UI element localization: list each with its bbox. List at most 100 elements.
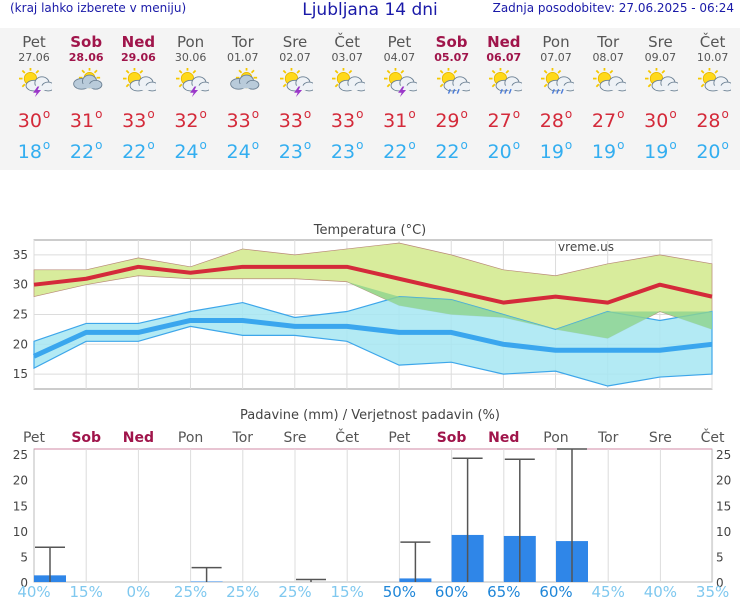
sun-cloud-thunder-icon: [280, 68, 313, 98]
max-temp: 29o: [435, 107, 468, 132]
precipitation-y-tick-right: 5: [716, 550, 724, 564]
day-column: Pon 30.06 32o 24o: [165, 28, 217, 164]
precipitation-day-label: Ned: [488, 430, 519, 446]
day-date: 08.07: [592, 51, 624, 64]
max-temp: 31o: [69, 107, 103, 132]
partly-sunny-icon: [645, 68, 679, 92]
day-date: 04.07: [383, 51, 416, 64]
precipitation-y-tick-right: 10: [716, 525, 731, 539]
last-update: Zadnja posodobitev: 27.06.2025 - 06:24: [492, 1, 734, 15]
day-name: Pon: [176, 33, 205, 51]
cloudy-sun-icon: [230, 68, 260, 90]
precipitation-y-tick-left: 5: [20, 550, 28, 564]
precipitation-y-tick-right: 25: [716, 448, 731, 462]
temperature-y-tick: 35: [13, 248, 28, 262]
day-date: 09.07: [644, 51, 677, 64]
min-temp: 24o: [174, 138, 207, 163]
precipitation-probability: 25%: [278, 583, 311, 600]
temperature-y-tick: 20: [13, 337, 28, 351]
partly-sunny-icon: [123, 68, 157, 92]
day-column: Pet 04.07 31o 22o: [373, 28, 425, 164]
day-date: 03.07: [331, 51, 363, 64]
precipitation-probability: 15%: [70, 583, 103, 600]
forecast-strip: Pet 27.06 30o 18o Sob 28.06 31o 22o Ned 29.06 3…: [0, 28, 740, 170]
precipitation-probability: 25%: [226, 583, 259, 600]
day-column: Ned 29.06 33o 22o: [112, 28, 164, 164]
precipitation-day-label: Sob: [437, 430, 467, 446]
day-name: Tor: [231, 33, 254, 51]
day-date: 28.06: [68, 51, 104, 64]
precipitation-plot-area: [33, 448, 713, 583]
day-date: 07.07: [540, 51, 572, 64]
precipitation-day-label: Pon: [178, 430, 203, 446]
watermark-label: vreme.us: [558, 240, 614, 254]
min-temp: 22o: [435, 138, 468, 163]
sun-cloud-thunder-icon: [175, 68, 209, 98]
day-column: Čet 03.07 33o 23o: [321, 28, 373, 164]
sun-rain-icon: [488, 68, 522, 94]
precipitation-day-label: Čet: [335, 428, 359, 446]
min-temp: 23o: [278, 138, 312, 163]
precipitation-y-tick-left: 25: [13, 448, 28, 462]
day-date: 30.06: [174, 51, 207, 64]
precipitation-day-label: Tor: [597, 430, 619, 446]
day-date: 29.06: [120, 51, 156, 64]
temperature-y-tick: 25: [13, 308, 28, 322]
day-column: Sre 09.07 30o 19o: [634, 28, 686, 164]
day-column: Tor 01.07 33o 24o: [217, 28, 269, 164]
partly-sunny-icon: [697, 68, 731, 92]
day-date: 10.07: [696, 51, 729, 64]
day-name: Sob: [70, 33, 103, 51]
precipitation-probability: 65%: [487, 583, 520, 600]
day-name: Pet: [387, 33, 412, 51]
max-temp: 28o: [696, 107, 729, 132]
day-name: Ned: [487, 33, 521, 51]
day-name: Sob: [435, 33, 468, 51]
day-name: Tor: [597, 33, 620, 51]
menu-hint: (kraj lahko izberete v meniju): [10, 1, 187, 15]
min-temp: 19o: [644, 138, 677, 163]
partly-sunny-icon: [593, 68, 627, 92]
day-column: Ned 06.07 27o 20o: [478, 28, 530, 164]
precipitation-y-tick-right: 15: [716, 499, 731, 513]
precipitation-day-label: Sre: [284, 430, 307, 446]
temp-range-overlap: [346, 281, 712, 339]
day-name: Ned: [121, 33, 156, 51]
precipitation-probability: 25%: [174, 583, 207, 600]
max-temp: 33o: [330, 107, 364, 132]
precipitation-day-label: Sre: [649, 430, 672, 446]
page-title: Ljubljana 14 dni: [302, 0, 438, 20]
min-temp: 20o: [696, 138, 729, 163]
max-temp: 33o: [226, 107, 260, 132]
min-temp: 20o: [487, 138, 521, 163]
precipitation-probability: 35%: [696, 583, 729, 600]
precipitation-day-label: Sob: [71, 430, 101, 446]
precipitation-day-label: Tor: [232, 430, 254, 446]
min-temp: 23o: [330, 138, 364, 163]
precipitation-day-label: Pon: [543, 430, 568, 446]
temperature-y-tick: 15: [13, 367, 28, 381]
sun-cloud-thunder-icon: [19, 68, 52, 98]
day-column: Sob 05.07 29o 22o: [426, 28, 478, 164]
precipitation-probability: 0%: [127, 583, 151, 600]
max-temp: 33o: [122, 107, 155, 132]
precipitation-day-label: Ned: [123, 430, 154, 446]
day-column: Pon 07.07 28o 19o: [530, 28, 582, 164]
day-name: Sre: [282, 33, 308, 51]
precipitation-probability: 60%: [435, 583, 468, 600]
day-date: 02.07: [279, 51, 311, 64]
day-column: Pet 27.06 30o 18o: [8, 28, 60, 164]
precipitation-day-label: Čet: [701, 428, 725, 446]
min-temp: 22o: [122, 138, 155, 163]
cloudy-sun-icon: [73, 68, 103, 90]
precipitation-probability: 15%: [331, 583, 364, 600]
partly-sunny-icon: [332, 68, 366, 92]
precipitation-probability: 40%: [644, 583, 677, 600]
day-date: 01.07: [227, 51, 259, 64]
min-temp-line: [32, 317, 713, 359]
day-name: Pon: [542, 33, 570, 51]
day-date: 06.07: [486, 51, 522, 64]
precipitation-y-tick-left: 20: [13, 474, 28, 488]
max-temp: 31o: [383, 107, 416, 132]
